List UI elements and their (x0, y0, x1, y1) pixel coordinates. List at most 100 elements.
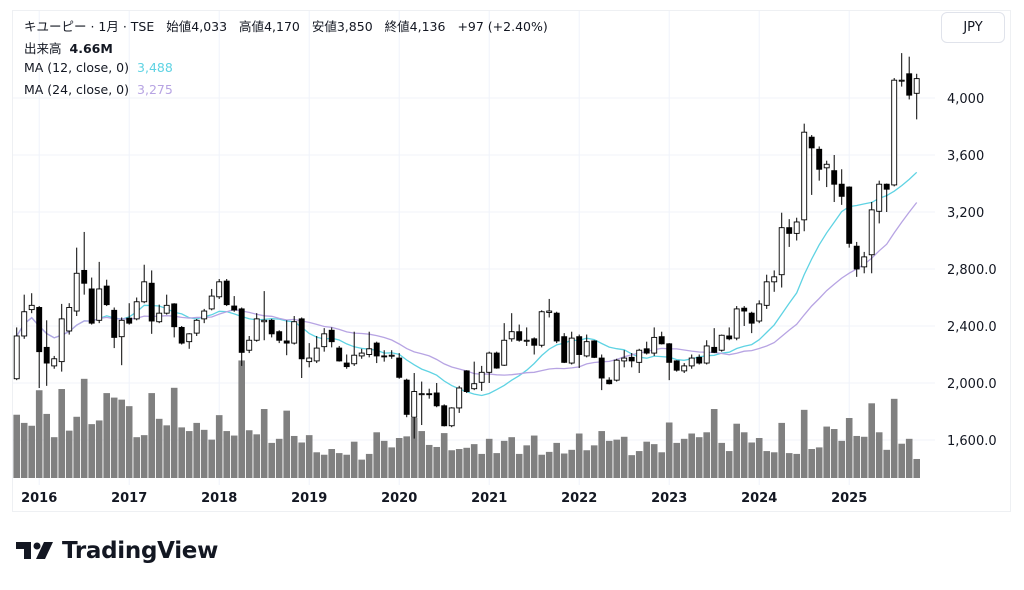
volume-bar (358, 459, 365, 478)
candle-up (28, 304, 35, 311)
symbol-legend: キユーピー · 1月 · TSE 始値4,033 高値4,170 安値3,850… (24, 16, 556, 35)
volume-label: 出来高 (24, 41, 62, 56)
ma12-value: 3,488 (137, 60, 173, 75)
candle-up (793, 221, 800, 234)
volume-bar (763, 451, 770, 478)
volume-bar (748, 442, 755, 478)
candle-up (246, 339, 253, 351)
candle-up (718, 334, 725, 351)
x-tick-label: 2020 (381, 491, 417, 506)
volume-bar (860, 436, 868, 478)
candle-up (351, 354, 358, 365)
volume-bar (455, 449, 463, 478)
close-label: 終値 (384, 19, 410, 34)
candle-up (688, 357, 695, 367)
candle-up (201, 310, 208, 320)
candle-up (771, 276, 778, 283)
volume-bar (185, 431, 193, 478)
volume-bar (238, 360, 245, 478)
candle-down (808, 136, 815, 149)
candle-up (51, 358, 58, 367)
volume-bar (43, 413, 50, 478)
candle-down (283, 340, 290, 344)
candle-up (478, 371, 485, 383)
candle-down (36, 307, 43, 353)
candle-down (853, 245, 860, 270)
candle-up (66, 307, 73, 332)
currency-button[interactable]: JPY (941, 12, 1005, 43)
volume-bar (725, 451, 733, 478)
candle-down (786, 227, 793, 234)
volume-bar (125, 406, 133, 478)
candle-down (561, 336, 568, 363)
candle-up (313, 347, 320, 362)
ma24-legend[interactable]: MA (24, close, 0) 3,275 (24, 82, 181, 97)
volume-bar (605, 440, 613, 478)
candle-down (433, 392, 440, 407)
volume-bar (635, 451, 643, 478)
volume-bar (350, 441, 358, 478)
candle-up (186, 333, 193, 343)
candle-down (493, 352, 500, 369)
volume-bar (380, 440, 388, 478)
candle-up (546, 310, 553, 313)
candle-up (501, 339, 508, 366)
y-tick-label: 3,200 (947, 206, 984, 221)
volume-bar (283, 410, 290, 478)
candle-down (276, 331, 283, 341)
candle-up (583, 341, 590, 357)
candle-up (823, 163, 830, 169)
candle-up (538, 311, 545, 346)
tradingview-logo[interactable]: TradingView (16, 538, 218, 564)
brand-name: TradingView (62, 538, 219, 564)
volume-bar (208, 439, 215, 478)
candle-down (598, 357, 605, 379)
candle-down (336, 347, 343, 362)
ma24-label: MA (24, close, 0) (24, 82, 130, 97)
candle-up (898, 79, 905, 82)
volume-bar (575, 433, 583, 478)
y-tick-label: 4,000 (947, 92, 984, 107)
candle-down (553, 312, 560, 342)
volume-bar (35, 390, 43, 478)
volume-bar (230, 435, 238, 478)
volume-bar (590, 445, 598, 478)
volume-bar (403, 436, 410, 478)
candle-up (216, 281, 223, 298)
candle-down (576, 336, 583, 355)
volume-bar (260, 409, 268, 478)
volume-bar (170, 387, 178, 478)
tradingview-logo-icon (16, 542, 53, 559)
open-value: 4,033 (191, 19, 228, 34)
candle-down (741, 307, 748, 312)
candle-up (568, 337, 575, 364)
volume-bar (530, 435, 538, 478)
candle-down (178, 326, 185, 344)
volume-bar (268, 442, 275, 478)
volume-bar (815, 447, 823, 478)
volume-bar (395, 438, 403, 478)
ma12-legend[interactable]: MA (12, close, 0) 3,488 (24, 60, 181, 75)
candle-up (73, 272, 80, 312)
candle-up (58, 318, 65, 363)
candle-down (838, 183, 845, 197)
candle-down (831, 170, 838, 185)
volume-bar (200, 429, 208, 478)
x-tick-label: 2021 (471, 491, 507, 506)
low-label: 安値 (311, 19, 337, 34)
volume-bar (193, 422, 200, 478)
volume-bar (335, 453, 343, 478)
volume-bar (440, 433, 448, 478)
candle-down (463, 370, 470, 393)
volume-bar (770, 452, 778, 478)
volume-bar (148, 393, 155, 478)
volume-bar (118, 399, 125, 478)
volume-bar (913, 458, 920, 478)
volume-bar (245, 430, 253, 478)
candle-down (381, 355, 388, 358)
candle-up (523, 339, 530, 342)
candle-up (156, 312, 163, 323)
volume-bar (755, 438, 763, 478)
volume-bar (493, 453, 500, 478)
